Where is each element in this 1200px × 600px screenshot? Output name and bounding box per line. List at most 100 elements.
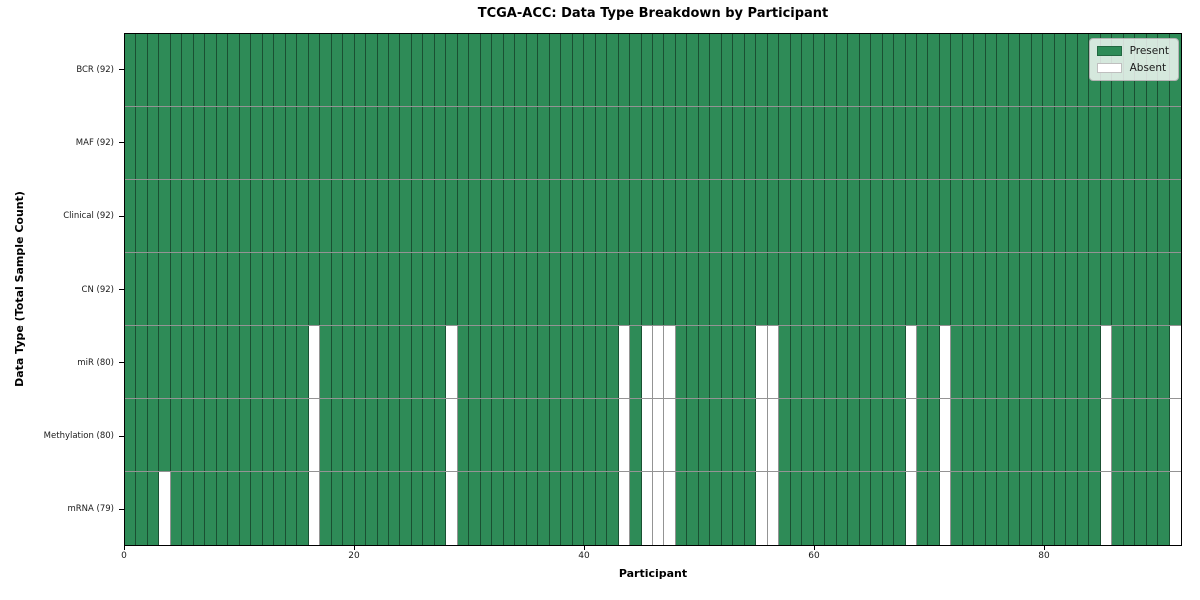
- heatmap-cell: [767, 399, 780, 471]
- heatmap-cell: [469, 34, 481, 106]
- heatmap-cell: [251, 34, 263, 106]
- heatmap-cell: [790, 472, 803, 545]
- heatmap-cell: [721, 472, 734, 545]
- heatmap-cell: [239, 399, 252, 471]
- heatmap-cell: [744, 253, 757, 325]
- heatmap-cell: [1043, 180, 1055, 252]
- heatmap-cell: [423, 34, 435, 106]
- heatmap-cell: [205, 253, 217, 325]
- heatmap-cell: [664, 253, 676, 325]
- heatmap-cell: [561, 472, 573, 545]
- y-axis-tick-marks: [119, 33, 124, 546]
- heatmap-cell: [871, 253, 883, 325]
- heatmap-cell: [492, 107, 504, 179]
- heatmap-cell: [985, 253, 998, 325]
- heatmap-cell: [928, 399, 940, 471]
- heatmap-cell: [1100, 107, 1113, 179]
- heatmap-cell: [572, 472, 585, 545]
- heatmap-cell: [400, 253, 412, 325]
- heatmap-cell: [928, 472, 940, 545]
- heatmap-cell: [1020, 180, 1032, 252]
- heatmap-cell: [687, 326, 699, 398]
- heatmap-cell: [377, 180, 389, 252]
- heatmap-cell: [733, 34, 745, 106]
- heatmap-cell: [802, 34, 814, 106]
- heatmap-cell: [836, 472, 849, 545]
- heatmap-cell: [1135, 107, 1147, 179]
- heatmap-row-miR: [125, 326, 1181, 399]
- heatmap-cell: [285, 253, 298, 325]
- heatmap-cell: [1020, 472, 1032, 545]
- heatmap-cell: [308, 472, 321, 545]
- heatmap-cell: [136, 399, 148, 471]
- heatmap-cell: [147, 399, 160, 471]
- heatmap-cell: [515, 253, 527, 325]
- heatmap-cell: [974, 253, 986, 325]
- heatmap-cell: [262, 34, 275, 106]
- heatmap-cell: [297, 253, 309, 325]
- heatmap-cell: [675, 107, 688, 179]
- heatmap-cell: [538, 472, 550, 545]
- heatmap-cell: [297, 107, 309, 179]
- heatmap-cell: [457, 34, 470, 106]
- heatmap-cell: [756, 253, 768, 325]
- heatmap-cell: [905, 326, 917, 398]
- heatmap-cell: [974, 326, 986, 398]
- x-axis-ticks: 0 20 40 60 80: [121, 546, 1182, 564]
- y-axis-tick-labels: BCR (92) MAF (92) Clinical (92) CN (92) miR …: [0, 33, 114, 546]
- heatmap-cell: [320, 180, 332, 252]
- heatmap-cell: [894, 472, 906, 545]
- heatmap-cell: [389, 180, 401, 252]
- heatmap-cell: [871, 472, 883, 545]
- heatmap-cell: [125, 472, 137, 545]
- heatmap-cell: [733, 326, 745, 398]
- heatmap-cell: [423, 326, 435, 398]
- heatmap-cell: [251, 180, 263, 252]
- heatmap-cell: [411, 472, 424, 545]
- heatmap-cell: [354, 472, 367, 545]
- heatmap-cell: [125, 34, 137, 106]
- heatmap-cell: [400, 180, 412, 252]
- heatmap-cell: [859, 107, 872, 179]
- heatmap-cell: [515, 107, 527, 179]
- heatmap-cell: [170, 253, 183, 325]
- heatmap-cell: [308, 34, 321, 106]
- heatmap-cell: [630, 34, 642, 106]
- heatmap-cell: [469, 253, 481, 325]
- heatmap-cell: [389, 399, 401, 471]
- heatmap-cell: [1077, 253, 1090, 325]
- heatmap-cell: [1031, 253, 1044, 325]
- heatmap-cell: [1054, 253, 1067, 325]
- heatmap-cell: [1158, 107, 1170, 179]
- heatmap-cell: [228, 472, 240, 545]
- heatmap-cell: [1077, 180, 1090, 252]
- heatmap-cell: [136, 107, 148, 179]
- heatmap-cell: [698, 107, 711, 179]
- heatmap-cell: [744, 399, 757, 471]
- heatmap-cell: [1112, 107, 1124, 179]
- heatmap-cell: [262, 107, 275, 179]
- heatmap-cell: [1112, 326, 1124, 398]
- heatmap-cell: [894, 326, 906, 398]
- heatmap-cell: [320, 107, 332, 179]
- heatmap-cell: [434, 34, 447, 106]
- heatmap-cell: [882, 472, 895, 545]
- heatmap-cell: [767, 180, 780, 252]
- heatmap-cell: [538, 399, 550, 471]
- heatmap-cell: [1146, 399, 1159, 471]
- heatmap-cell: [205, 472, 217, 545]
- heatmap-cell: [549, 107, 562, 179]
- heatmap-cell: [974, 34, 986, 106]
- heatmap-cell: [997, 107, 1009, 179]
- heatmap-cell: [595, 253, 608, 325]
- heatmap-cell: [492, 399, 504, 471]
- heatmap-cell: [1008, 253, 1021, 325]
- heatmap-cell: [159, 472, 171, 545]
- heatmap-cell: [1146, 472, 1159, 545]
- heatmap-cell: [561, 326, 573, 398]
- heatmap-cell: [308, 107, 321, 179]
- heatmap-cell: [618, 107, 631, 179]
- heatmap-cell: [251, 326, 263, 398]
- heatmap-cell: [503, 107, 516, 179]
- heatmap-cell: [366, 472, 378, 545]
